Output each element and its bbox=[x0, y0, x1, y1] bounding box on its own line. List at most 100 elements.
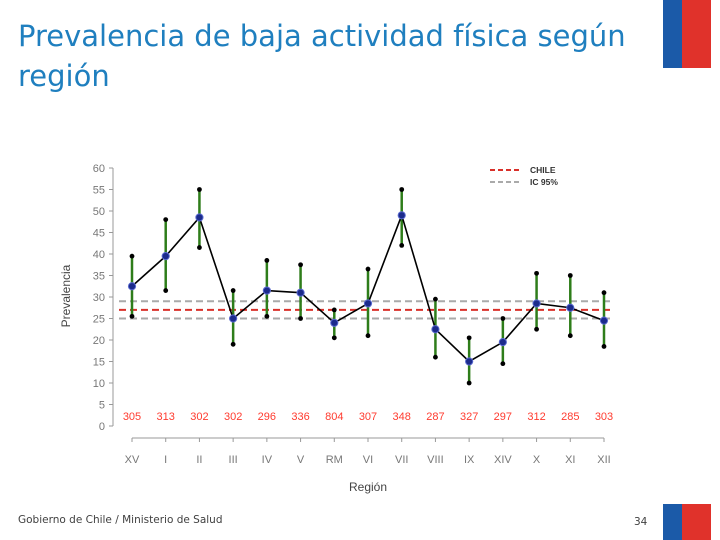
x-tick-label: X bbox=[533, 454, 541, 466]
sample-size-label: 305 bbox=[123, 411, 141, 423]
ci-lower-point bbox=[433, 354, 438, 360]
y-tick-label: 40 bbox=[93, 249, 105, 261]
prevalence-point bbox=[161, 252, 170, 261]
ci-lower-point bbox=[264, 313, 270, 319]
sample-size-label: 327 bbox=[460, 411, 478, 423]
x-tick-label: V bbox=[297, 454, 305, 466]
prevalence-point bbox=[465, 357, 474, 366]
prevalence-point bbox=[262, 286, 271, 295]
sample-size-label: 303 bbox=[595, 411, 613, 423]
ci-lower-point bbox=[399, 243, 405, 248]
y-tick-label: 15 bbox=[93, 357, 105, 369]
y-tick-label: 20 bbox=[93, 335, 105, 347]
x-axis-title: Región bbox=[349, 480, 387, 494]
x-tick-label: XII bbox=[597, 454, 610, 466]
x-tick-label: XV bbox=[125, 454, 140, 466]
sample-size-label: 307 bbox=[359, 411, 377, 423]
ci-upper-point bbox=[601, 290, 607, 296]
ci-lower-point bbox=[197, 245, 202, 250]
x-tick-label: VIII bbox=[427, 454, 444, 466]
sample-size-label: 336 bbox=[291, 411, 309, 423]
prevalence-point bbox=[296, 288, 305, 297]
ci-upper-point bbox=[466, 335, 472, 341]
y-axis-title: Prevalencia bbox=[59, 264, 73, 327]
ci-upper-point bbox=[197, 187, 202, 192]
ci-lower-point bbox=[567, 333, 573, 339]
flag-blue-stripe bbox=[663, 504, 682, 540]
ci-upper-point bbox=[433, 296, 438, 302]
footer-text: Gobierno de Chile / Ministerio de Salud bbox=[18, 514, 223, 526]
prevalence-point bbox=[397, 211, 406, 220]
y-tick-label: 45 bbox=[93, 228, 105, 240]
sample-size-label: 285 bbox=[561, 411, 579, 423]
y-tick-label: 35 bbox=[93, 271, 105, 283]
sample-size-label: 348 bbox=[393, 411, 411, 423]
chile-flag-decoration-top bbox=[663, 0, 711, 68]
y-tick-label: 5 bbox=[99, 400, 105, 412]
ci-lower-point bbox=[534, 326, 539, 332]
ci-upper-point bbox=[331, 307, 337, 313]
prevalence-point bbox=[127, 282, 137, 291]
y-tick-label: 10 bbox=[93, 378, 105, 390]
ci-upper-point bbox=[567, 273, 573, 278]
x-tick-label: III bbox=[229, 454, 238, 466]
x-tick-label: II bbox=[196, 454, 202, 466]
ci-lower-point bbox=[298, 316, 303, 321]
flag-blue-stripe bbox=[663, 0, 682, 68]
ci-upper-point bbox=[399, 187, 405, 192]
y-tick-label: 50 bbox=[93, 206, 105, 218]
sample-size-label: 287 bbox=[426, 411, 444, 423]
x-tick-label: IV bbox=[262, 454, 273, 466]
chile-flag-decoration-bottom bbox=[663, 504, 711, 540]
page-number: 34 bbox=[634, 516, 648, 528]
ci-lower-point bbox=[500, 361, 506, 367]
ci-upper-point bbox=[230, 288, 236, 293]
ci-lower-point bbox=[466, 380, 472, 386]
x-tick-label: RM bbox=[326, 454, 343, 466]
y-tick-label: 30 bbox=[93, 292, 105, 304]
sample-size-label: 297 bbox=[494, 411, 512, 423]
x-tick-label: XI bbox=[565, 454, 575, 466]
legend-ic95-label: IC 95% bbox=[530, 177, 558, 187]
sample-size-label: 302 bbox=[190, 411, 208, 423]
ci-upper-point bbox=[500, 316, 506, 321]
prevalence-point bbox=[229, 314, 238, 323]
flag-red-stripe bbox=[682, 0, 711, 68]
y-tick-label: 60 bbox=[93, 163, 105, 175]
sample-size-label: 302 bbox=[224, 411, 242, 423]
prevalence-point bbox=[195, 213, 204, 222]
x-tick-label: I bbox=[164, 454, 167, 466]
sample-size-label: 312 bbox=[527, 411, 545, 423]
ci-lower-point bbox=[163, 288, 169, 293]
ci-upper-point bbox=[163, 217, 169, 223]
y-tick-label: 25 bbox=[93, 314, 105, 326]
prevalence-point bbox=[363, 299, 373, 308]
sample-size-label: 313 bbox=[157, 411, 175, 423]
prevalence-point bbox=[532, 299, 541, 308]
ci-lower-point bbox=[230, 341, 236, 347]
y-tick-label: 55 bbox=[93, 185, 105, 197]
x-tick-label: VII bbox=[395, 454, 408, 466]
sample-size-label: 296 bbox=[258, 411, 276, 423]
ci-lower-point bbox=[601, 344, 607, 349]
ci-upper-point bbox=[129, 253, 135, 259]
prevalence-point bbox=[431, 325, 440, 334]
sample-size-label: 804 bbox=[325, 411, 343, 423]
ci-upper-point bbox=[534, 270, 539, 276]
ci-upper-point bbox=[264, 258, 270, 263]
prevalence-point bbox=[498, 338, 507, 347]
x-tick-label: IX bbox=[464, 454, 475, 466]
x-tick-label: XIV bbox=[494, 454, 512, 466]
prevalence-point bbox=[330, 318, 339, 327]
ci-upper-point bbox=[298, 262, 303, 268]
x-tick-label: VI bbox=[363, 454, 373, 466]
prevalence-point bbox=[566, 303, 575, 312]
prevalence-point bbox=[599, 316, 609, 325]
ci-lower-point bbox=[365, 333, 371, 339]
flag-red-stripe bbox=[682, 504, 711, 540]
ci-lower-point bbox=[129, 313, 135, 319]
legend-chile-label: CHILE bbox=[530, 165, 556, 175]
slide-title: Prevalencia de baja actividad física seg… bbox=[18, 19, 626, 93]
y-tick-label: 0 bbox=[99, 421, 105, 433]
ci-upper-point bbox=[365, 266, 371, 272]
